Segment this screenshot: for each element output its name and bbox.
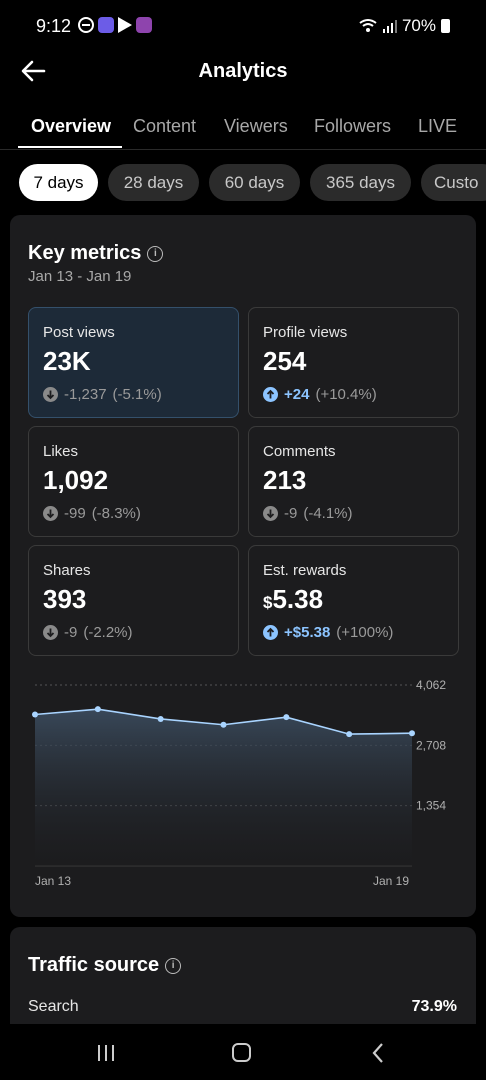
data-point[interactable] [32,711,38,718]
metric-est-rewards[interactable]: Est. rewards $5.38 +$5.38 (+100%) [248,545,459,656]
metric-profile-views[interactable]: Profile views 254 +24 (+10.4%) [248,307,459,418]
back-arrow-icon[interactable] [18,56,48,86]
tab-content[interactable]: Content [133,116,197,136]
metric-value: 213 [263,465,307,495]
status-time: 9:12 [36,16,72,36]
arrow-up-icon [263,387,278,402]
change-absolute: +$5.38 [284,624,331,641]
metric-label: Likes [43,443,79,460]
page-title: Analytics [198,60,288,82]
metric-change: -1,237 (-5.1%) [43,386,162,403]
key-metrics-heading: Key metrics [28,242,142,264]
date-range: Jan 13 - Jan 19 [28,268,132,285]
status-right: 70% [358,16,450,36]
metric-value: 254 [263,346,307,376]
key-metrics-card: Key metrics i Jan 13 - Jan 19 Post views… [10,215,476,917]
change-absolute: -99 [64,505,86,522]
messenger-icon [136,17,152,33]
post-views-chart[interactable]: 4,062 2,708 1,354 Jan 13 Jan 19 [20,670,466,900]
metric-label: Post views [43,324,115,341]
header: Analytics [0,52,486,92]
metric-change: -9 (-4.1%) [263,505,353,522]
change-percent: (+100%) [336,624,394,641]
system-back-icon[interactable] [371,1042,385,1064]
tab-overview[interactable]: Overview [31,116,112,136]
change-absolute: -9 [64,624,78,641]
key-metrics-title: Key metrics i [28,242,164,265]
traffic-row-label: Search [28,998,79,1015]
rewards-amount: 5.38 [272,584,324,614]
arrow-up-icon [263,625,278,640]
arrow-down-icon [43,387,58,402]
data-point[interactable] [409,730,415,737]
x-tick-label: Jan 13 [35,874,71,888]
metric-change: +24 (+10.4%) [263,386,377,403]
metric-post-views[interactable]: Post views 23K -1,237 (-5.1%) [28,307,239,418]
data-point[interactable] [346,731,353,738]
y-tick-label: 1,354 [416,799,446,813]
metric-label: Comments [263,443,336,460]
info-icon[interactable]: i [165,957,182,974]
tab-followers[interactable]: Followers [314,116,392,136]
battery-icon [441,19,450,33]
traffic-source-heading: Traffic source [28,954,160,976]
currency-symbol: $ [263,593,273,612]
info-icon[interactable]: i [147,245,164,262]
battery-percent: 70% [401,16,436,35]
range-chip-custom[interactable]: Custo [421,164,486,201]
arrow-down-icon [263,506,278,521]
chart-area [35,709,412,866]
signal-icon [382,20,397,33]
metric-change: -9 (-2.2%) [43,624,133,641]
traffic-row-value: 73.9% [411,998,457,1015]
x-tick-label: Jan 19 [373,874,409,888]
metric-value: 1,092 [43,465,109,495]
arrow-down-icon [43,625,58,640]
metric-change: -99 (-8.3%) [43,505,141,522]
metric-label: Est. rewards [263,562,347,579]
tab-bar: Overview Content Viewers Followers LIVE [0,112,486,150]
data-point[interactable] [283,714,290,721]
active-tab-indicator [18,146,122,148]
tab-live[interactable]: LIVE [418,116,458,136]
metric-label: Profile views [263,324,348,341]
change-absolute: -1,237 [64,386,107,403]
range-chip-7-days[interactable]: 7 days [19,164,98,201]
arrow-down-icon [43,506,58,521]
metric-change: +$5.38 (+100%) [263,624,393,641]
y-tick-label: 4,062 [416,678,446,692]
change-percent: (-4.1%) [303,505,353,522]
status-bar: 9:12 70% [0,0,486,52]
home-icon[interactable] [232,1043,251,1062]
metric-value: $5.38 [263,584,323,615]
metric-value: 393 [43,584,87,614]
change-percent: (+10.4%) [315,386,377,403]
system-nav-bar [0,1024,486,1080]
do-not-disturb-icon [78,17,94,33]
range-chip-60-days[interactable]: 60 days [209,164,300,201]
range-chip-365-days[interactable]: 365 days [310,164,411,201]
data-point[interactable] [220,721,227,728]
metric-label: Shares [43,562,91,579]
metric-value: 23K [43,346,91,376]
play-store-icon [118,17,132,33]
metric-comments[interactable]: Comments 213 -9 (-4.1%) [248,426,459,537]
notification-icons [78,17,152,33]
change-percent: (-8.3%) [91,505,141,522]
recent-apps-icon[interactable] [96,1044,116,1062]
metric-shares[interactable]: Shares 393 -9 (-2.2%) [28,545,239,656]
change-absolute: -9 [284,505,298,522]
tab-viewers[interactable]: Viewers [224,116,288,136]
traffic-source-title: Traffic source i [28,954,182,977]
range-chip-28-days[interactable]: 28 days [108,164,199,201]
meta-app-icon [98,17,114,33]
data-point[interactable] [94,706,101,713]
change-percent: (-5.1%) [112,386,162,403]
y-tick-label: 2,708 [416,738,446,752]
wifi-icon [359,19,377,32]
data-point[interactable] [157,715,164,722]
metric-likes[interactable]: Likes 1,092 -99 (-8.3%) [28,426,239,537]
change-absolute: +24 [284,386,310,403]
change-percent: (-2.2%) [83,624,133,641]
